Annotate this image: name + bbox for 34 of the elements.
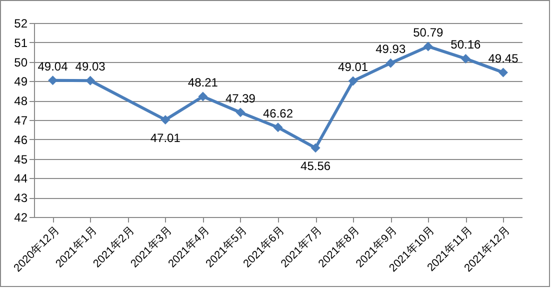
y-tick-label: 49 bbox=[14, 74, 28, 89]
point bbox=[273, 122, 283, 132]
point bbox=[198, 92, 208, 102]
y-tick-label: 47 bbox=[14, 114, 28, 128]
y-tick-label: 52 bbox=[14, 16, 28, 30]
y-tick-label: 50 bbox=[14, 55, 28, 70]
data-label: 50.16 bbox=[450, 38, 482, 52]
point bbox=[236, 108, 246, 118]
y-tick-label: 46 bbox=[14, 132, 28, 147]
data-label: 49.01 bbox=[338, 60, 368, 74]
point bbox=[386, 58, 396, 68]
data-label: 46.62 bbox=[262, 106, 294, 120]
point bbox=[310, 143, 320, 153]
data-label: 47.01 bbox=[150, 130, 181, 145]
data-label: 47.39 bbox=[225, 91, 256, 106]
data-label: 50.79 bbox=[413, 25, 444, 40]
point bbox=[160, 115, 170, 125]
y-tick-label: 51 bbox=[14, 36, 28, 50]
point bbox=[460, 54, 470, 64]
data-label: 45.56 bbox=[300, 158, 331, 173]
data-label: 49.04 bbox=[38, 59, 68, 74]
point bbox=[348, 76, 358, 86]
point bbox=[498, 68, 508, 78]
y-tick-label: 43 bbox=[14, 191, 28, 206]
data-label: 48.21 bbox=[188, 76, 218, 90]
y-tick-label: 42 bbox=[14, 210, 28, 224]
y-tick-label: 48 bbox=[14, 94, 28, 108]
data-label: 49.03 bbox=[75, 60, 106, 74]
point bbox=[86, 76, 96, 86]
y-tick-label: 45 bbox=[14, 152, 28, 166]
data-label: 49.93 bbox=[376, 42, 406, 56]
point bbox=[423, 42, 433, 52]
y-tick-label: 44 bbox=[14, 172, 28, 186]
data-label: 49.45 bbox=[488, 51, 519, 66]
